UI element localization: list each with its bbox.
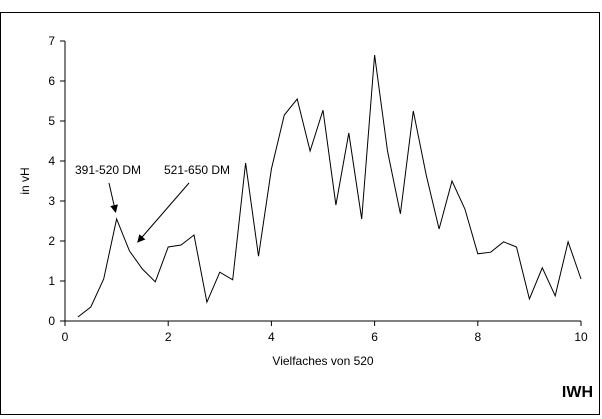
- chart-frame: 0 1 2 3 4 5 6 7 0 2 4 6 8 10 in vH Vielfaches von 520…: [0, 12, 600, 415]
- annotation-arrow: [109, 183, 116, 212]
- data-series-line: [78, 55, 581, 317]
- y-tick-label: 4: [48, 154, 55, 168]
- x-tick-label: 2: [165, 330, 172, 344]
- y-tick-label: 2: [48, 234, 55, 248]
- iwh-watermark: IWH: [562, 384, 593, 402]
- x-tick-label: 8: [474, 330, 481, 344]
- y-tick-label: 1: [48, 274, 55, 288]
- annotation-label: 521-650 DM: [164, 163, 230, 177]
- annotation-label: 391-520 DM: [75, 163, 141, 177]
- y-tick-label: 5: [48, 114, 55, 128]
- y-tick-label: 7: [48, 34, 55, 48]
- y-tick-label: 3: [48, 194, 55, 208]
- x-tick-label: 6: [371, 330, 378, 344]
- x-tick-label: 0: [62, 330, 69, 344]
- y-tick-label: 6: [48, 74, 55, 88]
- y-axis-label: in vH: [18, 167, 32, 194]
- x-tick-label: 4: [268, 330, 275, 344]
- line-chart: 0 1 2 3 4 5 6 7 0 2 4 6 8 10 in vH Vielfaches von 520…: [1, 13, 599, 414]
- y-tick-label: 0: [48, 314, 55, 328]
- x-tick-label: 10: [574, 330, 588, 344]
- x-axis-label: Vielfaches von 520: [272, 354, 374, 368]
- annotation-arrow: [138, 183, 189, 242]
